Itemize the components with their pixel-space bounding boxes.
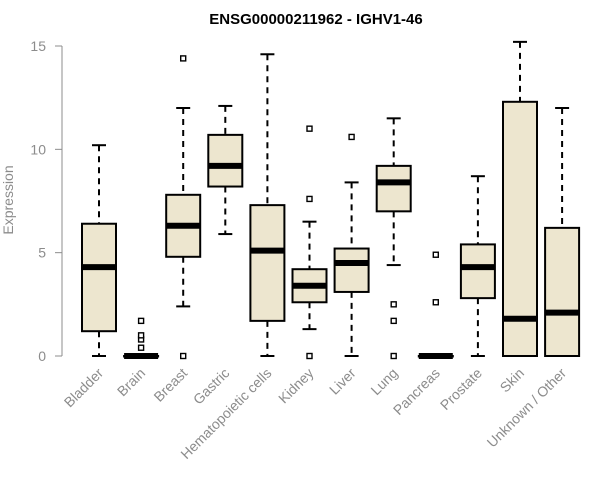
outlier-point xyxy=(306,352,313,360)
box-group xyxy=(81,144,117,357)
y-tick-label: 15 xyxy=(30,38,46,54)
box-iqr xyxy=(249,204,286,322)
outlier-point xyxy=(432,251,439,258)
y-axis: 0 5 10 15 xyxy=(30,38,63,364)
outlier-point xyxy=(306,195,313,203)
box-group xyxy=(502,40,538,357)
x-tick-label: Unknown / Other xyxy=(484,365,570,451)
x-tick-label: Pancreas xyxy=(390,365,443,418)
outlier-point xyxy=(137,332,145,339)
chart-title: ENSG00000211962 - IGHV1-46 xyxy=(209,11,422,28)
box-series xyxy=(81,40,581,360)
outlier-point xyxy=(390,352,397,360)
outlier-point xyxy=(179,55,187,62)
y-axis-label: Expression xyxy=(0,165,16,234)
box-group xyxy=(333,133,370,357)
box-group xyxy=(459,175,496,357)
box-iqr xyxy=(502,100,538,357)
outlier-point xyxy=(348,133,355,141)
x-tick-label: Lung xyxy=(367,365,400,398)
x-tick-label: Bladder xyxy=(61,365,107,411)
box-group xyxy=(375,117,412,360)
box-iqr xyxy=(207,133,244,188)
y-tick-label: 0 xyxy=(38,348,46,364)
outlier-point xyxy=(432,299,439,306)
box-iqr xyxy=(81,222,117,333)
outlier-point xyxy=(137,344,145,351)
outlier-point xyxy=(137,317,145,325)
outlier-point xyxy=(390,301,397,308)
x-tick-label: Breast xyxy=(150,365,190,405)
box-iqr xyxy=(375,164,412,213)
x-tick-label: Prostate xyxy=(437,365,485,413)
box-group xyxy=(544,107,581,357)
y-tick-label: 5 xyxy=(38,245,46,261)
box-iqr xyxy=(544,226,581,357)
outlier-point xyxy=(390,317,397,325)
box-iqr xyxy=(459,243,496,300)
outlier-point xyxy=(306,125,313,132)
x-tick-label: Liver xyxy=(326,365,359,398)
x-tick-label: Kidney xyxy=(275,365,317,407)
box-group xyxy=(165,55,202,360)
outlier-point xyxy=(179,352,187,360)
box-group xyxy=(207,104,244,236)
box-group xyxy=(291,125,328,360)
box-group xyxy=(123,317,160,359)
box-group xyxy=(249,53,286,357)
box-iqr xyxy=(333,247,370,293)
y-tick-label: 10 xyxy=(30,141,46,157)
x-tick-label: Skin xyxy=(497,365,528,396)
x-tick-label: Brain xyxy=(114,365,148,399)
box-group xyxy=(417,251,454,359)
